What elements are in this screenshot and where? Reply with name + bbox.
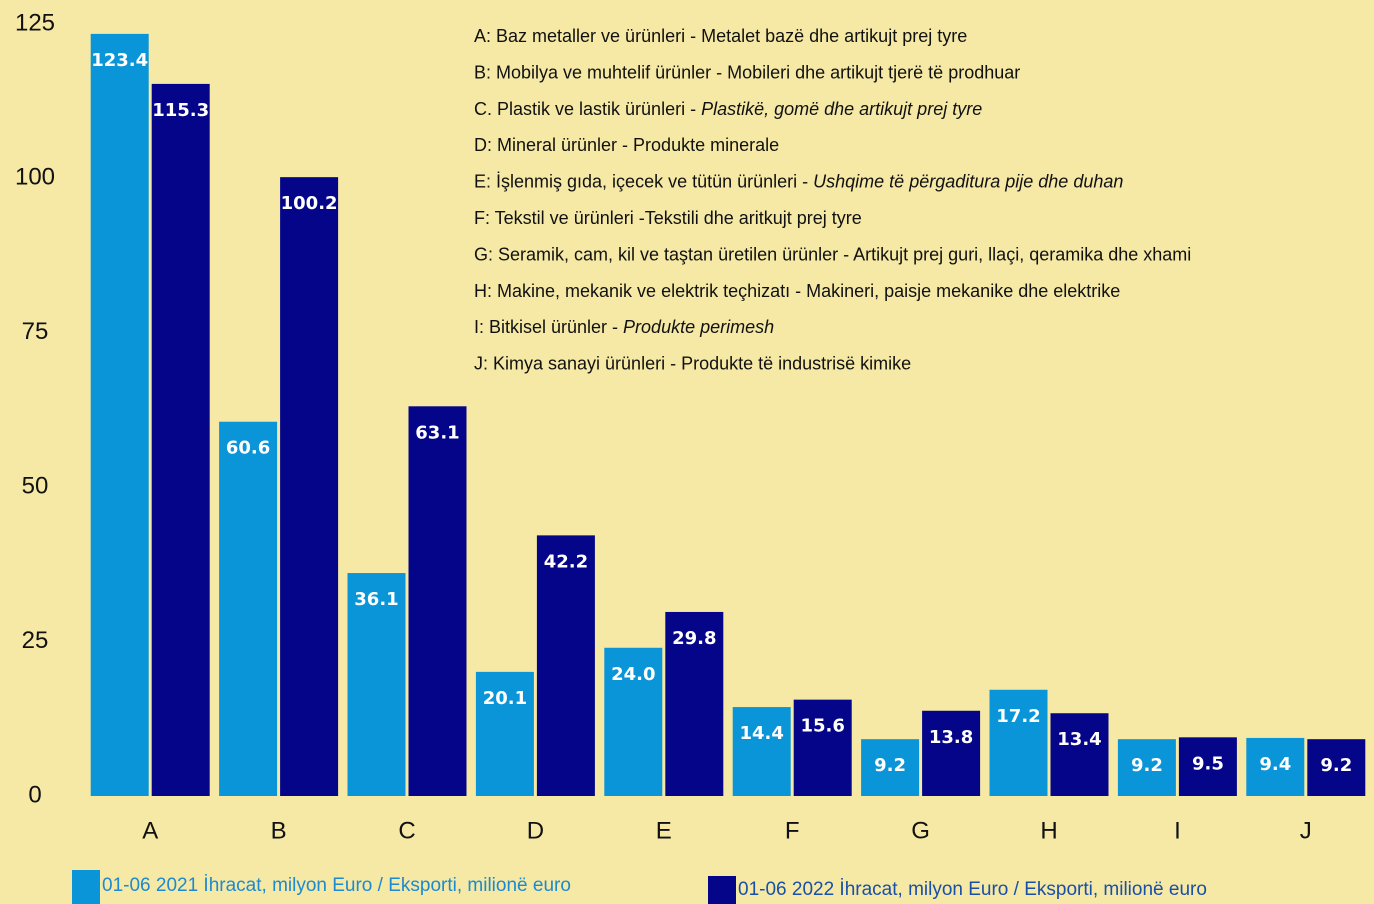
value-label: 60.6 [226, 438, 270, 459]
legend-label: 01-06 2021 İhracat, milyon Euro / Ekspor… [102, 875, 571, 896]
annotation-part: E: İşlenmiş gıda, içecek ve tütün ürünle… [474, 171, 813, 191]
bar [90, 33, 149, 797]
y-tick-label: 100 [15, 164, 55, 191]
annotation: E: İşlenmiş gıda, içecek ve tütün ürünle… [474, 171, 1123, 191]
y-tick-label: 50 [22, 473, 49, 500]
value-label: 63.1 [415, 422, 459, 443]
y-tick-label: 0 [28, 781, 41, 808]
value-label: 13.8 [929, 727, 973, 748]
value-label: 36.1 [354, 589, 398, 610]
x-tick-label: B [271, 817, 287, 844]
x-tick-label: C [398, 817, 415, 844]
annotation-part: Produkte perimesh [623, 317, 774, 337]
bar [1050, 713, 1109, 796]
value-label: 115.3 [152, 100, 209, 121]
x-tick-label: I [1174, 817, 1181, 844]
value-label: 14.4 [739, 723, 783, 744]
annotation-part: A: Baz metaller ve ürünleri - Metalet ba… [474, 26, 967, 46]
value-label: 9.2 [1320, 755, 1352, 776]
bar [665, 611, 724, 796]
bar [1117, 739, 1176, 796]
bar [861, 739, 920, 796]
bar [219, 421, 278, 796]
annotation: I: Bitkisel ürünler - Produkte perimesh [474, 317, 774, 337]
value-label: 100.2 [281, 193, 338, 214]
bar [989, 689, 1048, 796]
bar [536, 535, 595, 796]
bar [408, 406, 467, 796]
value-label: 24.0 [611, 664, 655, 685]
annotation-part: Ushqime të përgaditura pije dhe duhan [813, 171, 1123, 191]
annotation: G: Seramik, cam, kil ve taştan üretilen … [474, 244, 1191, 264]
value-label: 9.2 [874, 755, 906, 776]
annotation-part: J: Kimya sanayi ürünleri - Produkte të i… [474, 353, 911, 373]
bar [151, 83, 210, 796]
annotation: F: Tekstil ve ürünleri -Tekstili dhe ari… [474, 208, 862, 228]
legend-swatch [708, 876, 736, 904]
x-tick-label: H [1040, 817, 1057, 844]
x-tick-label: F [785, 817, 800, 844]
value-label: 13.4 [1057, 729, 1101, 750]
legend-swatch [72, 870, 100, 904]
annotation: C. Plastik ve lastik ürünleri - Plastikë… [474, 99, 982, 119]
value-label: 15.6 [800, 716, 844, 737]
value-label: 29.8 [672, 628, 716, 649]
bar [922, 710, 981, 796]
value-label: 9.4 [1259, 754, 1291, 775]
value-label: 17.2 [996, 706, 1040, 727]
annotation: A: Baz metaller ve ürünleri - Metalet ba… [474, 26, 967, 46]
bar [280, 177, 339, 796]
annotation-part: F: Tekstil ve ürünleri -Tekstili dhe ari… [474, 208, 862, 228]
bar [793, 699, 852, 796]
annotation: J: Kimya sanayi ürünleri - Produkte të i… [474, 353, 911, 373]
x-tick-label: E [656, 817, 672, 844]
x-tick-label: D [527, 817, 544, 844]
x-tick-label: A [142, 817, 158, 844]
y-tick-label: 125 [15, 9, 55, 36]
annotation: B: Mobilya ve muhtelif ürünler - Mobiler… [474, 62, 1020, 82]
bar [1307, 739, 1366, 796]
value-label: 20.1 [483, 688, 527, 709]
annotation-part: D: Mineral ürünler - Produkte minerale [474, 135, 779, 155]
annotation-part: G: Seramik, cam, kil ve taştan üretilen … [474, 244, 1191, 264]
bar [1246, 737, 1305, 796]
value-label: 9.5 [1192, 753, 1224, 774]
annotation-part: H: Makine, mekanik ve elektrik teçhizatı… [474, 281, 1120, 301]
annotation-part: Plastikë, gomë dhe artikujt prej tyre [701, 99, 982, 119]
bar [604, 647, 663, 796]
bar [475, 671, 534, 796]
y-tick-label: 75 [22, 318, 49, 345]
annotation-part: I: Bitkisel ürünler - [474, 317, 623, 337]
y-tick-label: 25 [22, 627, 49, 654]
bar [347, 573, 406, 796]
x-tick-label: J [1300, 817, 1312, 844]
annotation: D: Mineral ürünler - Produkte minerale [474, 135, 779, 155]
value-label: 123.4 [91, 50, 148, 71]
value-label: 42.2 [544, 551, 588, 572]
bar [1178, 737, 1237, 796]
annotation: H: Makine, mekanik ve elektrik teçhizatı… [474, 281, 1120, 301]
annotation-part: B: Mobilya ve muhtelif ürünler - Mobiler… [474, 62, 1020, 82]
bar [732, 707, 791, 796]
annotation-part: C. Plastik ve lastik ürünleri - [474, 99, 701, 119]
x-tick-label: G [911, 817, 930, 844]
value-label: 9.2 [1131, 755, 1163, 776]
legend-label: 01-06 2022 İhracat, milyon Euro / Ekspor… [738, 879, 1207, 900]
